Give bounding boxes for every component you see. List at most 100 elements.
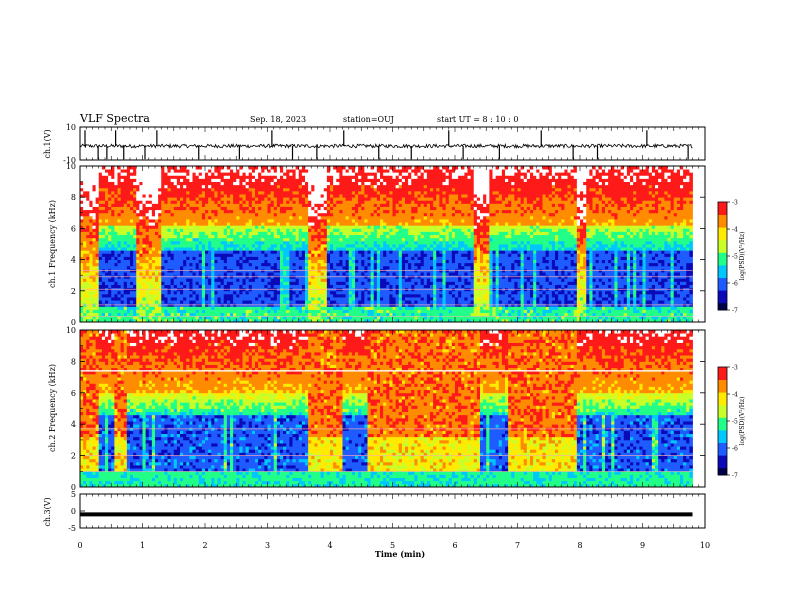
spectrogram-cell — [102, 235, 106, 239]
spectrogram-cell — [99, 169, 103, 173]
spectrogram-cell — [327, 250, 331, 254]
spectrogram-cell — [211, 200, 215, 204]
spectrogram-cell — [371, 207, 375, 211]
spectrogram-cell — [283, 169, 287, 173]
spectrogram-cell — [371, 244, 375, 248]
spectrogram-cell — [108, 310, 112, 314]
spectrogram-cell — [183, 272, 187, 276]
spectrogram-cell — [186, 263, 190, 267]
spectrogram-cell — [277, 256, 281, 260]
spectrogram-cell — [349, 185, 353, 189]
spectrogram-cell — [158, 172, 162, 176]
spectrogram-cell — [261, 188, 265, 192]
spectrogram-cell — [352, 253, 356, 257]
spectrogram-cell — [149, 166, 153, 170]
spectrogram-cell — [152, 191, 156, 195]
spectrogram-cell — [368, 266, 372, 270]
spectrogram-cell — [283, 247, 287, 251]
spectrogram-cell — [261, 281, 265, 285]
spectrogram-cell — [171, 263, 175, 267]
spectrogram-cell — [174, 294, 178, 298]
spectrogram-cell — [136, 253, 140, 257]
spectrogram-cell — [346, 238, 350, 242]
spectrogram-cell — [96, 182, 100, 186]
spectrogram-cell — [99, 310, 103, 314]
spectrogram-cell — [158, 285, 162, 289]
spectrogram-cell — [105, 169, 109, 173]
spectrogram-cell — [314, 235, 318, 239]
spectrogram-cell — [152, 250, 156, 254]
spectrogram-cell — [99, 166, 103, 170]
spectrogram-cell — [289, 169, 293, 173]
spectrogram-cell — [180, 185, 184, 189]
spectrogram-cell — [186, 228, 190, 232]
spectrogram-cell — [255, 263, 259, 267]
spectrogram-cell — [118, 266, 122, 270]
spectrogram-cell — [293, 260, 297, 264]
spectrogram-cell — [174, 238, 178, 242]
spectrogram-cell — [311, 200, 315, 204]
spectrogram-cell — [324, 185, 328, 189]
spectrogram-cell — [199, 250, 203, 254]
spectrogram-cell — [336, 175, 340, 179]
spectrogram-cell — [243, 166, 247, 170]
spectrogram-cell — [321, 238, 325, 242]
spectrogram-cell — [183, 263, 187, 267]
spectrogram-cell — [311, 169, 315, 173]
spectrogram-cell — [336, 185, 340, 189]
spectrogram-cell — [164, 197, 168, 201]
spectrogram-cell — [355, 294, 359, 298]
spectrogram-cell — [277, 266, 281, 270]
spectrogram-cell — [80, 297, 84, 301]
spectrogram-cell — [239, 225, 243, 229]
spectrogram-cell — [83, 200, 87, 204]
spectrogram-cell — [133, 241, 137, 245]
spectrogram-cell — [358, 241, 362, 245]
spectrogram-cell — [143, 294, 147, 298]
spectrogram-cell — [243, 203, 247, 207]
spectrogram-cell — [358, 253, 362, 257]
spectrogram-cell — [227, 260, 231, 264]
spectrogram-cell — [221, 291, 225, 295]
spectrogram-cell — [199, 169, 203, 173]
spectrogram-cell — [146, 297, 150, 301]
spectrogram-cell — [196, 247, 200, 251]
spectrogram-cell — [124, 182, 128, 186]
spectrogram-cell — [318, 263, 322, 267]
spectrogram-cell — [105, 166, 109, 170]
spectrogram-cell — [202, 235, 206, 239]
spectrogram-cell — [114, 169, 118, 173]
spectrogram-cell — [258, 203, 262, 207]
spectrogram-cell — [80, 266, 84, 270]
spectrogram-cell — [89, 244, 93, 248]
spectrogram-cell — [105, 175, 109, 179]
spectrogram-cell — [121, 210, 125, 214]
spectrogram-cell — [186, 297, 190, 301]
spectrogram-cell — [143, 285, 147, 289]
spectrogram-cell — [333, 207, 337, 211]
spectrogram-cell — [261, 169, 265, 173]
spectrogram-cell — [180, 285, 184, 289]
spectrogram-cell — [83, 172, 87, 176]
spectrogram-cell — [186, 225, 190, 229]
spectrogram-cell — [333, 210, 337, 214]
spectrogram-cell — [136, 313, 140, 317]
spectrogram-cell — [314, 188, 318, 192]
spectrogram-cell — [321, 250, 325, 254]
spectrogram-cell — [211, 203, 215, 207]
spectrogram-cell — [296, 216, 300, 220]
spectrogram-cell — [286, 272, 290, 276]
spectrogram-cell — [243, 278, 247, 282]
spectrogram-cell — [343, 185, 347, 189]
spectrogram-cell — [374, 294, 378, 298]
spectrogram-cell — [202, 241, 206, 245]
spectrogram-cell — [371, 197, 375, 201]
spectrogram-cell — [161, 310, 165, 314]
spectrogram-cell — [221, 306, 225, 310]
spectrogram-cell — [258, 216, 262, 220]
spectrogram-cell — [230, 281, 234, 285]
spectrogram-cell — [108, 175, 112, 179]
spectrogram-cell — [177, 216, 181, 220]
spectrogram-cell — [99, 225, 103, 229]
spectrogram-cell — [255, 250, 259, 254]
